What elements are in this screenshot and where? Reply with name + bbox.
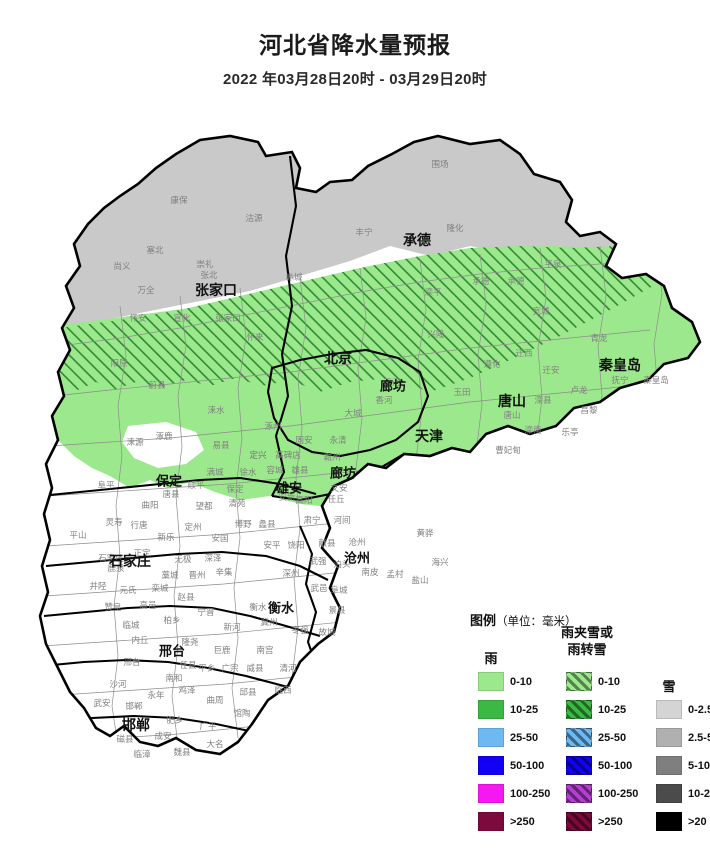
legend-swatch-snow-1 xyxy=(656,728,682,747)
legend-label-rain-0: 0-10 xyxy=(510,676,533,688)
legend-label-snow-0: 0-2.5 xyxy=(688,704,710,716)
legend-label-sleet-0: 0-10 xyxy=(598,676,621,688)
forecast-period: 2022 年03月28日20时 - 03月29日20时 xyxy=(222,71,488,88)
legend-label-snow-2: 5-10 xyxy=(688,760,710,772)
legend-swatch-rain-0 xyxy=(478,672,504,691)
map-svg xyxy=(38,134,702,756)
legend-label-snow-1: 2.5-5 xyxy=(688,732,710,744)
legend-label-rain-4: 100-250 xyxy=(510,788,551,800)
legend-label-sleet-3: 50-100 xyxy=(598,760,633,772)
precipitation-map: 康保 沽源 围场 塞北 崇礼 尚义 万全 张北 赤城 丰宁 隆化 滦平 兴隆 承德 承德 平泉 宽城 青龙 抚宁 秦皇… xyxy=(0,96,710,759)
legend-title-unit: （单位：毫米） xyxy=(496,616,577,628)
province-outline xyxy=(38,134,702,756)
legend-swatch-snow-2 xyxy=(656,756,682,775)
legend-header-snow: 雪 xyxy=(662,679,676,694)
legend-header-sleet-line2: 雨转雪 xyxy=(567,642,607,657)
legend-swatch-rain-4 xyxy=(478,784,504,803)
legend-label-snow-4: >20 xyxy=(688,816,707,828)
legend-title-main: 图例 xyxy=(470,613,497,628)
legend-swatch-rain-3 xyxy=(478,756,504,775)
legend-label-sleet-5: >250 xyxy=(598,816,623,828)
legend-swatch-snow-3 xyxy=(656,784,682,803)
page-title: 河北省降水量预报 xyxy=(259,32,451,58)
legend-swatch-sleet-1 xyxy=(566,700,592,719)
legend-label-rain-5: >250 xyxy=(510,816,535,828)
legend-swatch-sleet-0 xyxy=(566,672,592,691)
legend-label-sleet-4: 100-250 xyxy=(598,788,639,800)
legend-swatch-sleet-3 xyxy=(566,756,592,775)
legend-swatch-sleet-4 xyxy=(566,784,592,803)
legend-title: 图例（单位：毫米） xyxy=(470,610,577,629)
region-rain-coastal-lobe xyxy=(326,462,700,532)
legend-label-sleet-2: 25-50 xyxy=(598,732,627,744)
legend-header-sleet-line1: 雨夹雪或 xyxy=(560,625,613,640)
legend-swatch-sleet-2 xyxy=(566,728,592,747)
legend-label-rain-3: 50-100 xyxy=(510,760,545,772)
legend-swatch-snow-0 xyxy=(656,700,682,719)
legend-label-rain-1: 10-25 xyxy=(510,704,539,716)
legend: 图例（单位：毫米） 雨 0-10 10-25 25-50 50-100 100-250 >2… xyxy=(470,610,710,842)
region-no-precip-pocket xyxy=(122,422,204,468)
legend-label-snow-3: 10-20 xyxy=(688,788,710,800)
legend-swatch-rain-5 xyxy=(478,812,504,831)
legend-swatch-rain-1 xyxy=(478,700,504,719)
legend-label-rain-2: 25-50 xyxy=(510,732,539,744)
legend-label-sleet-1: 10-25 xyxy=(598,704,627,716)
legend-swatch-sleet-5 xyxy=(566,812,592,831)
legend-swatch-rain-2 xyxy=(478,728,504,747)
legend-swatch-snow-4 xyxy=(656,812,682,831)
region-sleet-0-10 xyxy=(40,238,700,416)
legend-header-rain: 雨 xyxy=(484,651,498,666)
